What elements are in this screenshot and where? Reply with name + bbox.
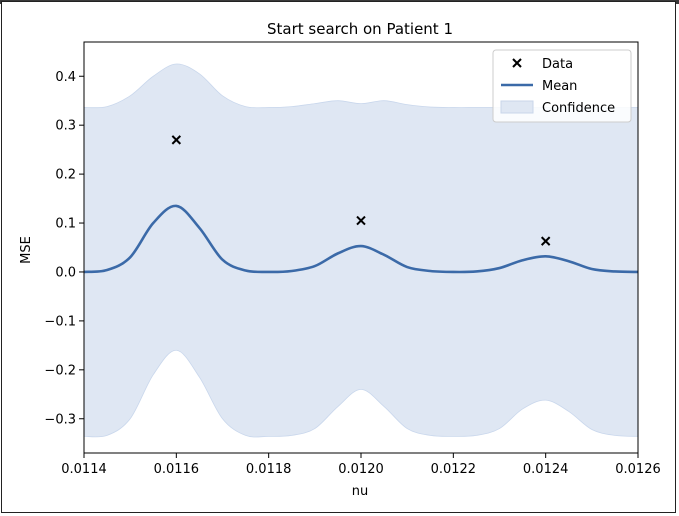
- data-point: [356, 215, 366, 226]
- y-tick-label: 0.3: [55, 119, 76, 134]
- legend-label-confidence: Confidence: [542, 101, 615, 116]
- legend-label-mean: Mean: [542, 79, 577, 94]
- legend: Data Mean Confidence: [492, 49, 632, 123]
- y-tick-label: 0.4: [55, 70, 76, 85]
- chart-title: Start search on Patient 1: [267, 20, 453, 38]
- y-tick-label: 0.0: [55, 265, 76, 280]
- y-tick-label: −0.2: [44, 363, 76, 378]
- data-point: [540, 236, 551, 246]
- y-tick-label: 0.1: [55, 217, 76, 232]
- legend-patch-confidence: [500, 100, 534, 114]
- x-tick-label: 0.0114: [61, 462, 107, 477]
- legend-marker-data: [512, 58, 522, 68]
- y-tick-label: 0.2: [55, 168, 76, 183]
- x-tick-label: 0.0116: [154, 462, 200, 477]
- x-tick-label: 0.0126: [615, 462, 661, 477]
- legend-label-data: Data: [542, 57, 573, 72]
- x-tick-label: 0.0118: [246, 462, 292, 477]
- y-tick-label: −0.3: [44, 412, 76, 427]
- data-point: [171, 135, 182, 145]
- y-tick-label: −0.1: [44, 314, 76, 329]
- mean-line: [84, 204, 638, 274]
- x-tick-label: 0.0122: [431, 462, 477, 477]
- y-axis-label: MSE: [19, 236, 34, 264]
- x-tick-label: 0.0124: [523, 462, 569, 477]
- confidence-band: [84, 63, 638, 438]
- x-tick-label: 0.0120: [338, 462, 384, 477]
- x-axis-label: nu: [352, 484, 368, 499]
